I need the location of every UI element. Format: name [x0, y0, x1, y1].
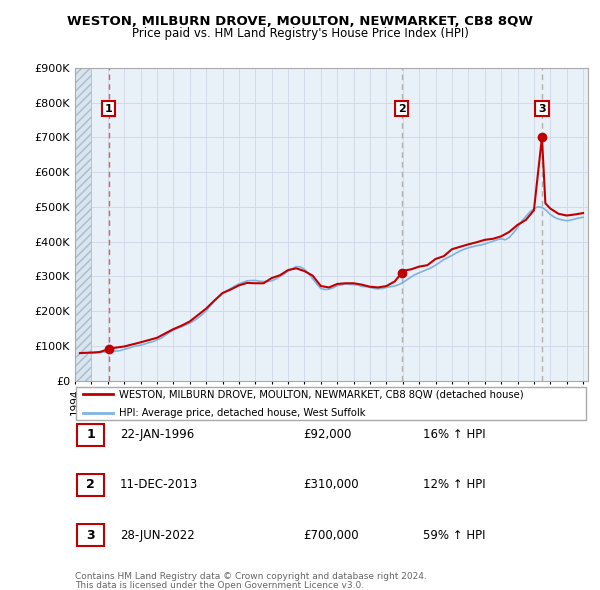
Text: £310,000: £310,000: [303, 478, 359, 491]
Text: 12% ↑ HPI: 12% ↑ HPI: [423, 478, 485, 491]
Text: WESTON, MILBURN DROVE, MOULTON, NEWMARKET, CB8 8QW (detached house): WESTON, MILBURN DROVE, MOULTON, NEWMARKE…: [119, 389, 523, 399]
FancyBboxPatch shape: [77, 474, 104, 496]
Text: 3: 3: [538, 103, 546, 113]
Text: 59% ↑ HPI: 59% ↑ HPI: [423, 529, 485, 542]
Text: 2: 2: [398, 103, 406, 113]
Text: £700,000: £700,000: [303, 529, 359, 542]
Text: 3: 3: [86, 529, 95, 542]
Text: This data is licensed under the Open Government Licence v3.0.: This data is licensed under the Open Gov…: [75, 581, 364, 590]
FancyBboxPatch shape: [77, 525, 104, 546]
Text: 1: 1: [86, 428, 95, 441]
Text: 22-JAN-1996: 22-JAN-1996: [120, 428, 194, 441]
Text: WESTON, MILBURN DROVE, MOULTON, NEWMARKET, CB8 8QW: WESTON, MILBURN DROVE, MOULTON, NEWMARKE…: [67, 15, 533, 28]
Text: 2: 2: [86, 478, 95, 491]
Bar: [75, 68, 91, 381]
Text: 11-DEC-2013: 11-DEC-2013: [120, 478, 198, 491]
Text: 16% ↑ HPI: 16% ↑ HPI: [423, 428, 485, 441]
Text: £92,000: £92,000: [303, 428, 352, 441]
Text: Contains HM Land Registry data © Crown copyright and database right 2024.: Contains HM Land Registry data © Crown c…: [75, 572, 427, 581]
Text: Price paid vs. HM Land Registry's House Price Index (HPI): Price paid vs. HM Land Registry's House …: [131, 27, 469, 40]
FancyBboxPatch shape: [76, 387, 586, 420]
Text: 28-JUN-2022: 28-JUN-2022: [120, 529, 195, 542]
Text: 1: 1: [105, 103, 113, 113]
Text: HPI: Average price, detached house, West Suffolk: HPI: Average price, detached house, West…: [119, 408, 365, 418]
FancyBboxPatch shape: [77, 424, 104, 446]
